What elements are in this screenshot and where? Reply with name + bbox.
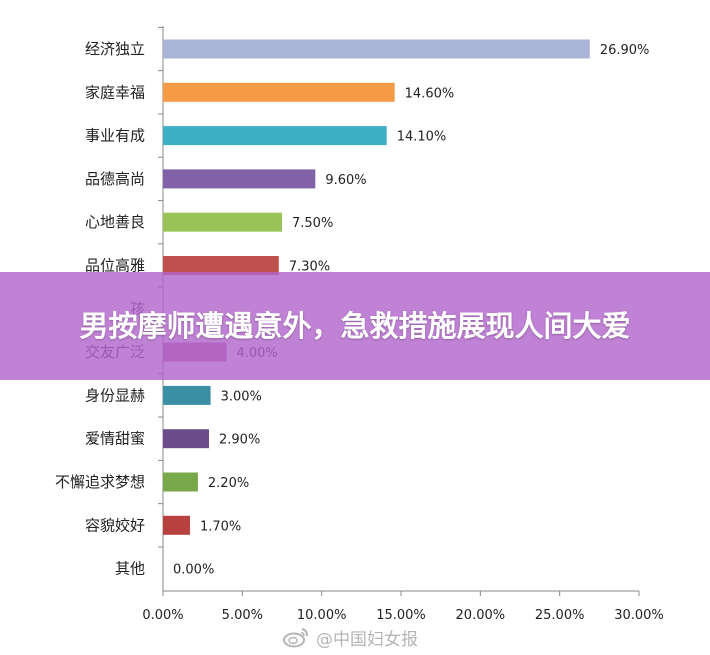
- x-tick-label: 10.00%: [297, 608, 347, 623]
- bar: [163, 472, 198, 492]
- bar: [163, 515, 190, 535]
- x-tick-label: 25.00%: [535, 608, 585, 623]
- bar: [163, 126, 387, 146]
- x-tick-label: 5.00%: [222, 608, 263, 623]
- data-label: 26.90%: [600, 43, 650, 58]
- bar: [163, 429, 210, 449]
- category-label: 其他: [115, 560, 145, 578]
- category-label: 品德高尚: [85, 170, 145, 188]
- data-label: 7.30%: [289, 260, 330, 275]
- data-label: 7.50%: [292, 216, 333, 231]
- data-label: 9.60%: [325, 173, 366, 188]
- category-label: 身份显赫: [85, 386, 145, 404]
- bar: [163, 256, 279, 275]
- bar: [163, 39, 590, 59]
- data-label: 3.00%: [221, 389, 262, 404]
- data-label: 2.20%: [208, 476, 249, 491]
- x-tick-label: 15.00%: [376, 608, 426, 623]
- data-label: 2.90%: [219, 433, 260, 448]
- category-label: 容貌姣好: [85, 516, 145, 534]
- category-label: 不懈追求梦想: [55, 473, 145, 491]
- category-label: 事业有成: [85, 127, 145, 145]
- bar: [163, 212, 282, 232]
- x-tick-label: 0.00%: [142, 608, 183, 623]
- x-tick-label: 20.00%: [456, 608, 506, 623]
- data-label: 0.00%: [173, 563, 214, 578]
- x-tick-label: 30.00%: [614, 608, 664, 623]
- bar: [163, 169, 316, 189]
- headline-banner: 男按摩师遭遇意外，急救措施展现人间大爱: [0, 272, 710, 380]
- data-label: 14.60%: [405, 86, 455, 101]
- category-label: 家庭幸福: [85, 83, 145, 101]
- watermark-text: @中国妇女报: [316, 629, 418, 650]
- data-label: 14.10%: [397, 130, 447, 145]
- watermark: @中国妇女报: [282, 624, 418, 650]
- category-label: 品位高雅: [85, 257, 145, 275]
- category-label: 经济独立: [85, 40, 145, 58]
- bar: [163, 385, 211, 405]
- data-label: 1.70%: [200, 519, 241, 534]
- category-label: 心地善良: [85, 213, 145, 231]
- headline-title: 男按摩师遭遇意外，急救措施展现人间大爱: [79, 309, 631, 343]
- bar: [163, 82, 395, 102]
- weibo-icon: [283, 628, 308, 648]
- category-label: 爱情甜蜜: [85, 430, 145, 448]
